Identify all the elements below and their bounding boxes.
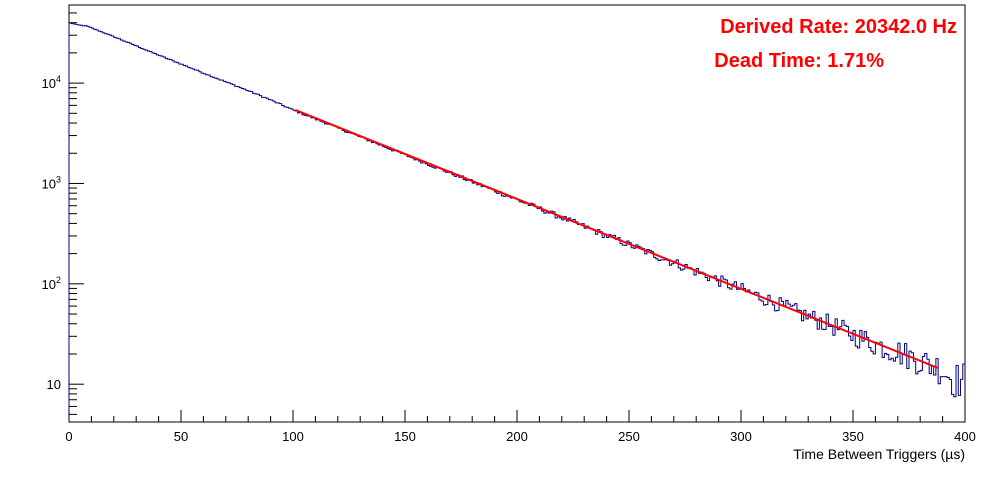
x-tick-label: 50 — [174, 429, 188, 444]
derived-rate-annotation: Derived Rate: 20342.0 Hz — [720, 16, 957, 38]
fit-layer — [294, 109, 939, 369]
y-tick-label: 103 — [42, 174, 61, 191]
x-tick-label: 0 — [65, 429, 72, 444]
y-tick-label: 104 — [42, 74, 61, 91]
plot-frame — [68, 4, 966, 423]
x-tick-label: 250 — [618, 429, 640, 444]
x-tick-label: 350 — [842, 429, 864, 444]
dead-time-annotation: Dead Time: 1.71% — [714, 50, 884, 72]
x-tick-label: 400 — [954, 429, 976, 444]
x-tick-label: 100 — [282, 429, 304, 444]
x-tick-label: 200 — [506, 429, 528, 444]
x-tick-label: 150 — [394, 429, 416, 444]
axis-layer: 0 50 100 150 200 250 300 350 400 10 102 103 104 — [42, 4, 976, 444]
y-tick-label: 10 — [47, 377, 61, 392]
x-tick-label: 300 — [730, 429, 752, 444]
fit-line — [294, 109, 939, 369]
x-axis-label: Time Between Triggers (µs) — [793, 446, 965, 462]
y-tick-label: 102 — [42, 275, 61, 292]
